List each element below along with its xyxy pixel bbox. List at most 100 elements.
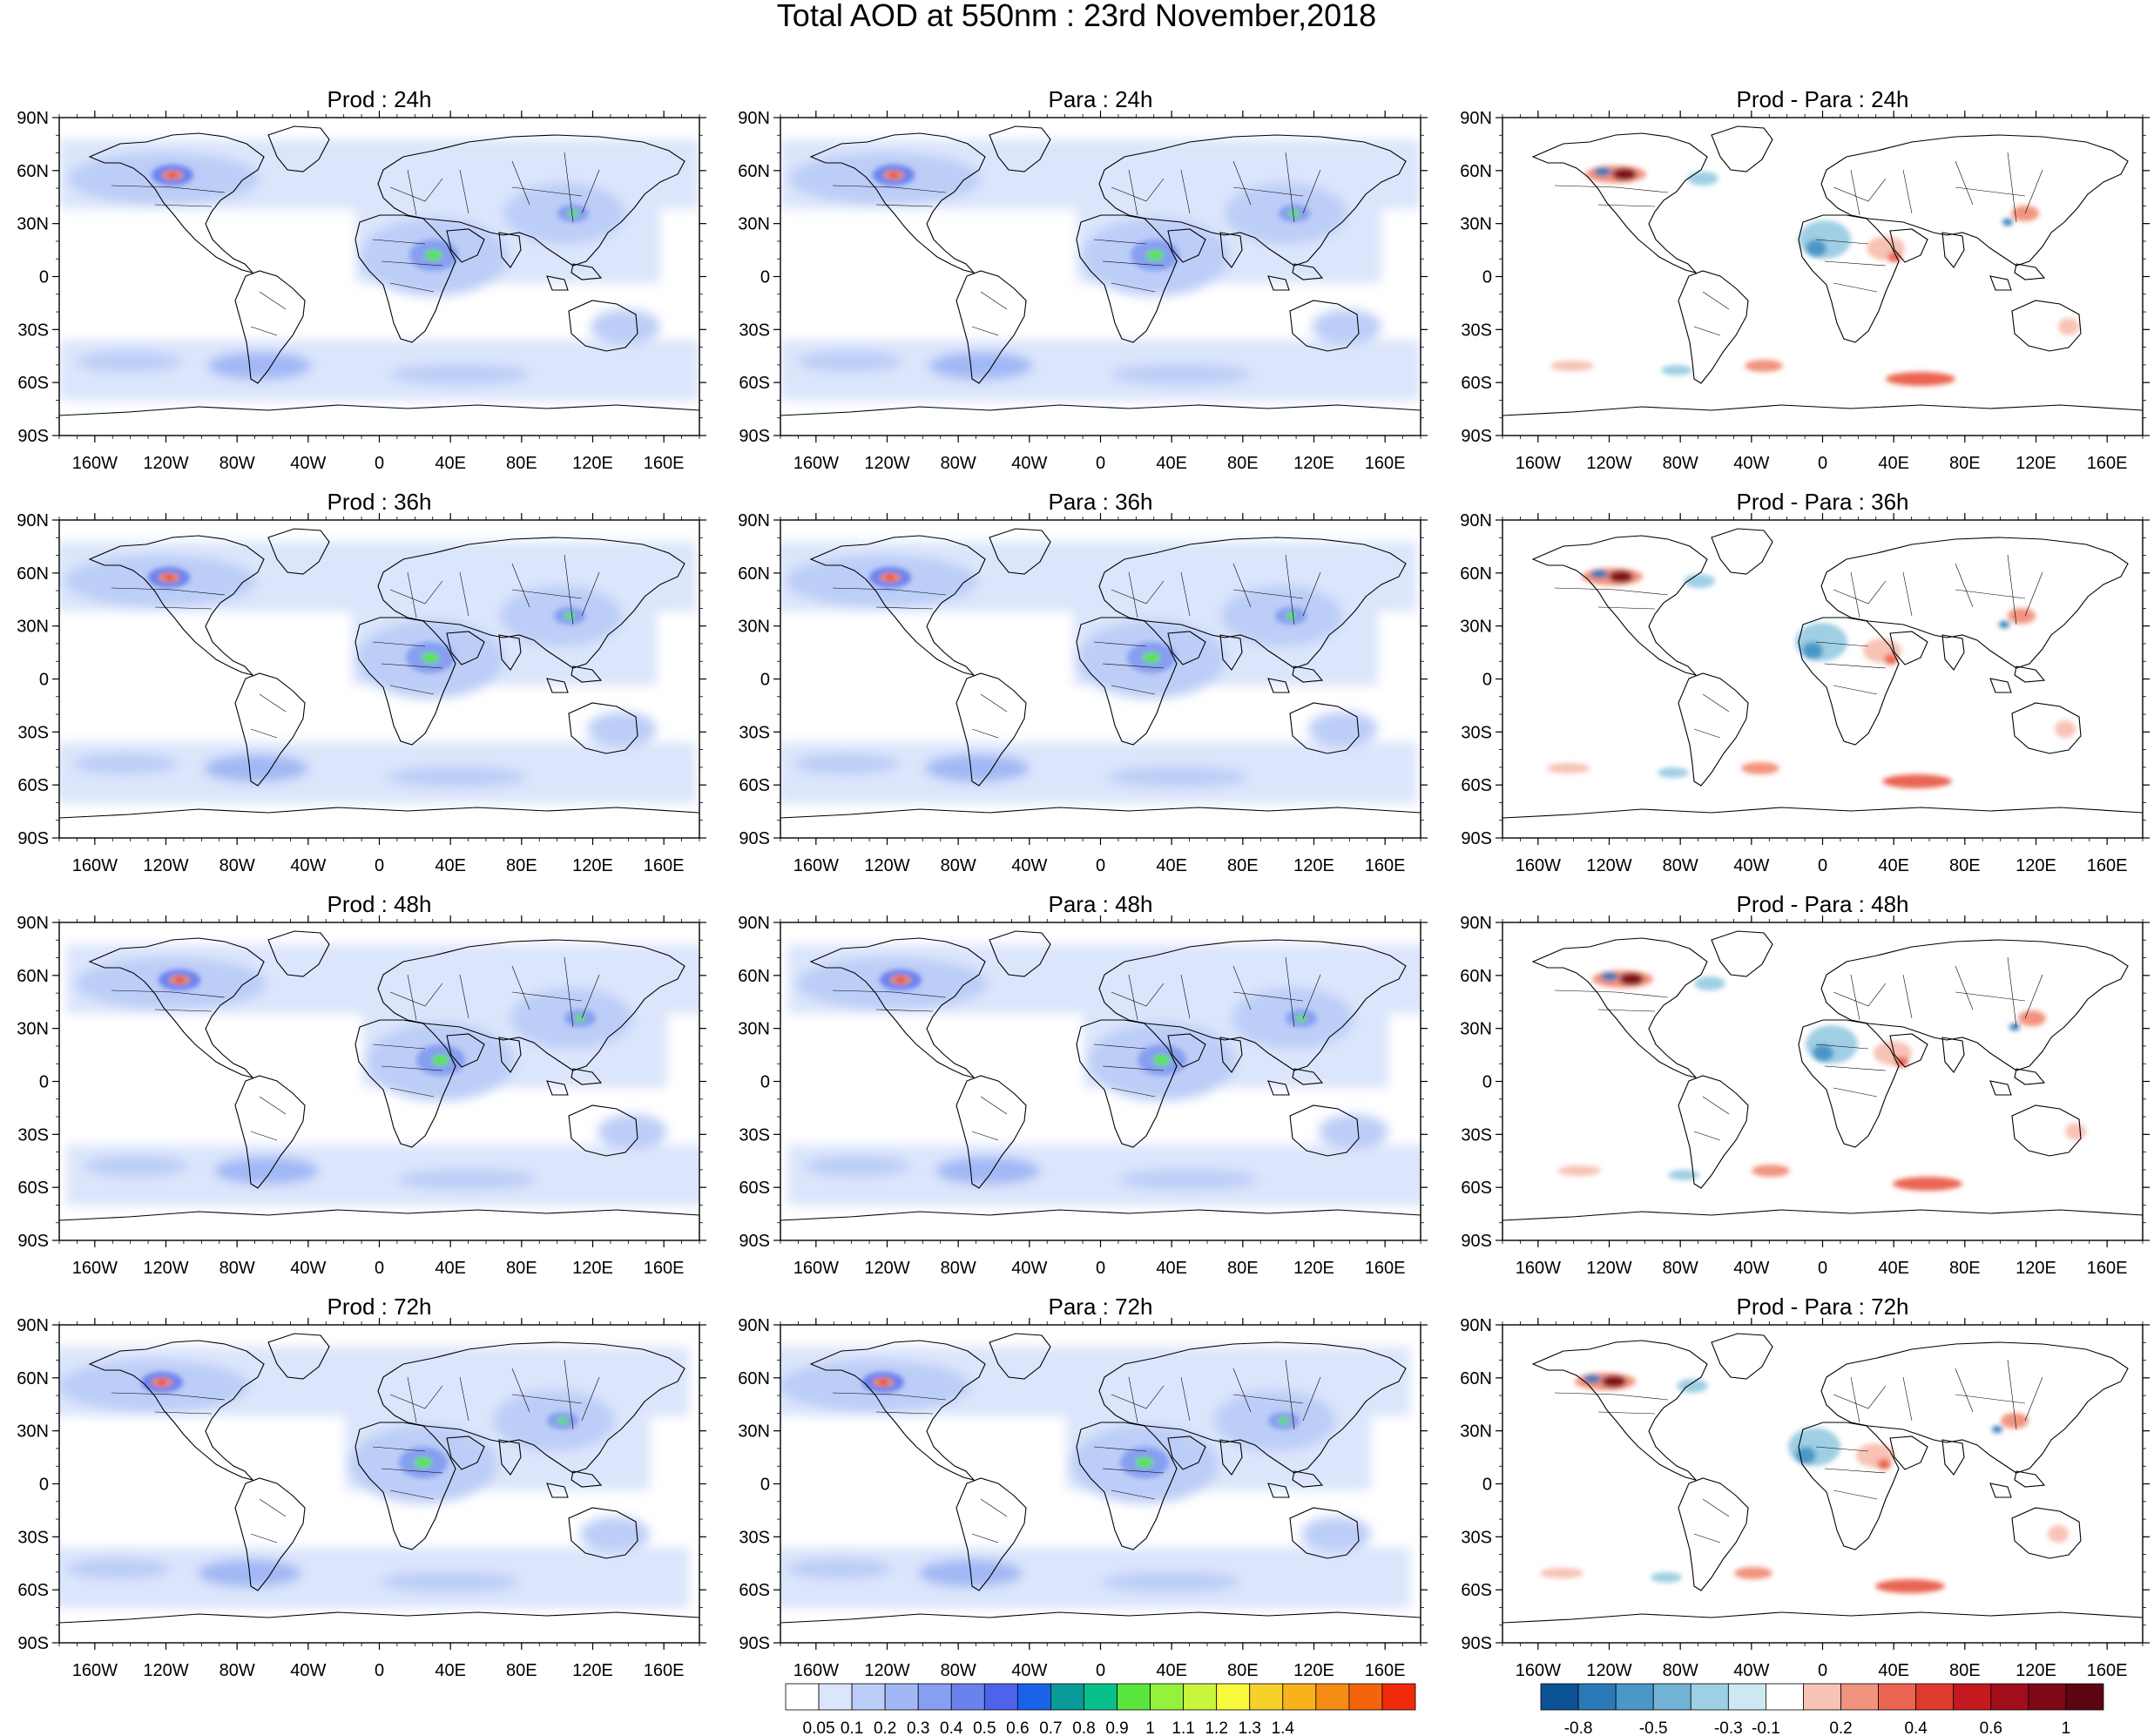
lon-label: 80W (941, 856, 976, 875)
colorbar-label: 1 (1145, 1719, 1155, 1736)
colorbar-label: 0.6 (1980, 1719, 2002, 1736)
lon-label: 160E (1365, 454, 1406, 473)
lon-label: 80E (1949, 454, 1981, 473)
lat-label: 0 (1482, 671, 1492, 690)
panel-title: Prod - Para : 72h (1737, 1294, 1909, 1320)
lat-label: 90N (738, 1316, 770, 1335)
lon-label: 160W (793, 454, 839, 473)
lat-label: 90S (17, 1634, 49, 1653)
colorbar-box (1803, 1683, 1841, 1711)
lat-label: 60N (17, 1369, 49, 1388)
lon-label: 0 (375, 454, 384, 473)
lat-label: 90S (1461, 829, 1492, 848)
lat-label: 90S (739, 829, 770, 848)
colorbar-box (1381, 1683, 1416, 1711)
lat-label: 60N (738, 1369, 770, 1388)
panel-title: Prod : 48h (327, 891, 432, 917)
lon-label: 80W (219, 454, 255, 473)
lat-label: 90S (739, 1634, 770, 1653)
lon-label: 120E (1293, 454, 1334, 473)
aod-field (780, 118, 1421, 436)
lon-label: 40W (1011, 856, 1047, 875)
colorbar-box (1577, 1683, 1617, 1711)
lat-label: 60S (1461, 776, 1492, 795)
lat-label: 0 (1482, 268, 1492, 287)
lat-label: 30S (17, 1125, 49, 1145)
lat-label: 90S (1461, 1232, 1492, 1251)
lat-label: 0 (760, 268, 770, 287)
lon-label: 80W (1663, 1259, 1698, 1278)
lon-label: 40E (1156, 1661, 1187, 1680)
colorbar-label: 0.4 (940, 1719, 963, 1736)
colorbar-label: 1 (2062, 1719, 2071, 1736)
colorbar-label: 0.3 (907, 1719, 929, 1736)
lon-label: 120E (1293, 1259, 1334, 1278)
lon-label: 160E (644, 1661, 685, 1680)
lat-label: 30S (17, 723, 49, 742)
lon-label: 40E (1878, 454, 1909, 473)
lon-label: 0 (1096, 1661, 1105, 1680)
lat-label: 30N (738, 618, 770, 637)
lon-label: 80W (941, 454, 976, 473)
colorbar-box (1016, 1683, 1051, 1711)
map-panel: Prod : 36h 90N 60N 30N 0 30S 60S 90S 160W 120W 80W… (17, 489, 706, 875)
difference-field (1502, 922, 2143, 1240)
colorbar-label: -0.3 (1714, 1719, 1743, 1736)
lon-label: 0 (1818, 1259, 1827, 1278)
lon-label: 0 (375, 1259, 384, 1278)
lat-label: 30N (1460, 618, 1492, 637)
colorbar-box (1953, 1683, 1992, 1711)
lon-label: 120E (572, 1661, 613, 1680)
aod-field (780, 922, 1421, 1240)
lon-label: 0 (1818, 1661, 1827, 1680)
lon-label: 0 (375, 1661, 384, 1680)
colorbar-box (1766, 1683, 1804, 1711)
lat-label: 90N (1460, 1316, 1492, 1335)
lon-label: 80W (1663, 1661, 1698, 1680)
colorbar-label: 1.3 (1239, 1719, 1261, 1736)
colorbar-label: 0.05 (803, 1719, 835, 1736)
colorbar-label: 0.2 (1829, 1719, 1852, 1736)
lon-label: 80E (1227, 1661, 1259, 1680)
lat-label: 90N (17, 1316, 49, 1335)
colorbar-label: 1.1 (1172, 1719, 1194, 1736)
lat-label: 90N (738, 511, 770, 530)
lon-label: 0 (1818, 454, 1827, 473)
lon-label: 160W (1516, 1259, 1561, 1278)
colorbar-box (983, 1683, 1018, 1711)
lon-label: 80E (1227, 454, 1259, 473)
lon-label: 40E (1878, 1661, 1909, 1680)
lon-label: 40W (290, 1661, 326, 1680)
map-panel: Para : 48h 90N 60N 30N 0 30S 60S 90S 160W 120W 80W… (738, 891, 1428, 1278)
aod-field (59, 118, 699, 436)
aod-field (59, 922, 699, 1240)
lon-label: 160W (793, 1661, 839, 1680)
colorbar-box (1915, 1683, 1955, 1711)
lon-label: 120W (864, 856, 909, 875)
lat-label: 90S (1461, 1634, 1492, 1653)
lon-label: 160E (2087, 856, 2128, 875)
panel-title: Prod - Para : 48h (1737, 891, 1909, 917)
lat-label: 60N (1460, 1369, 1492, 1388)
colorbar-box (2065, 1683, 2104, 1711)
lon-label: 120E (572, 454, 613, 473)
lat-label: 60N (1460, 967, 1492, 986)
lat-label: 90S (17, 427, 49, 446)
panel-grid: Prod : 24h 90N 60N 30N 0 30S 60S 90S 160W 120W 80W… (17, 86, 2150, 1680)
lat-label: 30S (1461, 1125, 1492, 1145)
lat-label: 90S (739, 1232, 770, 1251)
colorbar-box (1727, 1683, 1766, 1711)
difference-field (1502, 118, 2143, 436)
colorbar-label: -0.8 (1564, 1719, 1593, 1736)
panel-title: Prod : 72h (327, 1294, 432, 1320)
colorbar-box (1084, 1683, 1118, 1711)
lon-label: 80E (1949, 1259, 1981, 1278)
lon-label: 40E (1878, 1259, 1909, 1278)
lon-label: 160W (72, 1259, 118, 1278)
lat-label: 90N (1460, 109, 1492, 128)
lat-label: 30N (17, 1020, 49, 1039)
colorbar-box (1878, 1683, 1917, 1711)
lat-label: 30S (739, 1528, 770, 1547)
colorbar-label: -0.1 (1752, 1719, 1780, 1736)
colorbar-box (1840, 1683, 1880, 1711)
